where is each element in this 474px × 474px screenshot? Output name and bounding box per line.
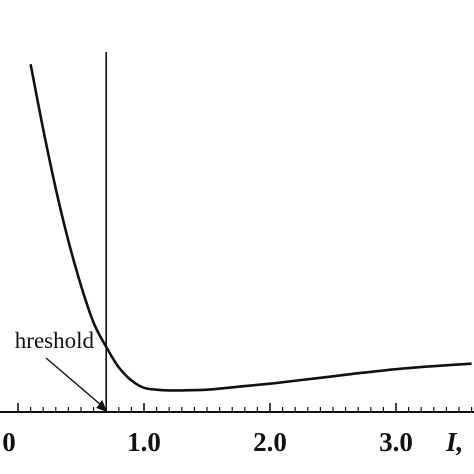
- x-tick-label: 1.0: [127, 427, 161, 457]
- x-axis-label: I,: [445, 427, 463, 457]
- x-tick-label: 2.0: [253, 427, 287, 457]
- threshold-marker: [45, 52, 108, 412]
- x-tick-label: 3.0: [379, 427, 413, 457]
- x-tick-label: 0: [2, 427, 16, 457]
- x-ticks: [17, 403, 473, 412]
- labels: 0 1.0 2.0 3.0 I, hreshold: [2, 328, 463, 457]
- threshold-arrow-head: [96, 400, 108, 412]
- series-layer: [29, 63, 472, 392]
- threshold-arrow-line: [45, 357, 103, 407]
- series-line: [29, 63, 472, 392]
- threshold-annotation: hreshold: [15, 328, 95, 353]
